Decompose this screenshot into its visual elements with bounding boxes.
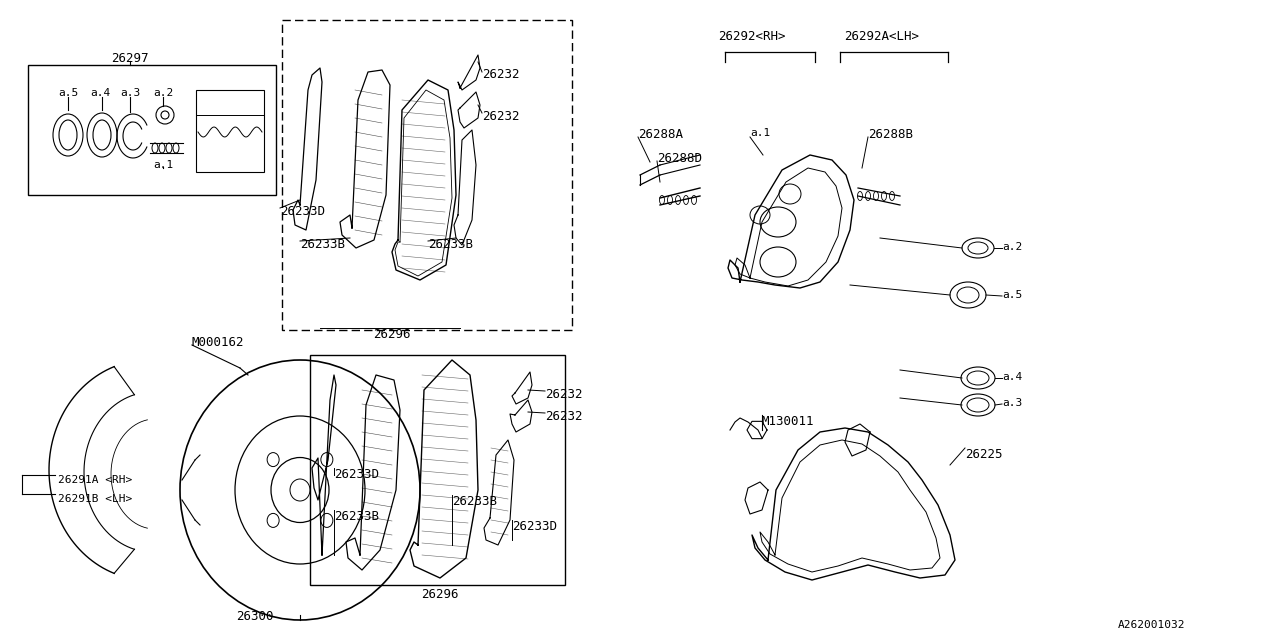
Text: 26232: 26232 [483, 110, 520, 123]
Text: a.1: a.1 [750, 128, 771, 138]
Text: 26233B: 26233B [428, 238, 474, 251]
Text: a.5: a.5 [1002, 290, 1023, 300]
Text: a.4: a.4 [90, 88, 110, 98]
Text: 26297: 26297 [111, 52, 148, 65]
Text: 26292A<LH>: 26292A<LH> [845, 30, 919, 43]
Text: a.5: a.5 [58, 88, 78, 98]
Text: 26225: 26225 [965, 448, 1002, 461]
Bar [196, 90, 264, 172]
Text: a.3: a.3 [1002, 398, 1023, 408]
Text: 26233D: 26233D [280, 205, 325, 218]
Text: 26232: 26232 [545, 410, 582, 423]
Text: A262001032: A262001032 [1117, 620, 1185, 630]
Text: M000162: M000162 [192, 336, 244, 349]
Text: 26232: 26232 [483, 68, 520, 81]
Text: a.1: a.1 [152, 160, 173, 170]
Bar [282, 20, 572, 330]
Bar [28, 65, 276, 195]
Text: 26233B: 26233B [334, 510, 379, 523]
Bar [310, 355, 564, 585]
Text: 26296: 26296 [374, 328, 411, 341]
Text: 26291B <LH>: 26291B <LH> [58, 494, 132, 504]
Text: a.3: a.3 [120, 88, 140, 98]
Text: a.4: a.4 [1002, 372, 1023, 382]
Text: a.2: a.2 [1002, 242, 1023, 252]
Text: 26233B: 26233B [452, 495, 497, 508]
Text: 26232: 26232 [545, 388, 582, 401]
Text: 26288A: 26288A [637, 128, 684, 141]
Text: a.2: a.2 [152, 88, 173, 98]
Text: 26296: 26296 [421, 588, 458, 601]
Text: 26288D: 26288D [657, 152, 701, 165]
Text: M130011: M130011 [762, 415, 814, 428]
Text: 26233D: 26233D [512, 520, 557, 533]
Text: 26233D: 26233D [334, 468, 379, 481]
Text: 26291A <RH>: 26291A <RH> [58, 475, 132, 485]
Text: 26233B: 26233B [300, 238, 346, 251]
Text: 26300: 26300 [237, 610, 274, 623]
Text: 26288B: 26288B [868, 128, 913, 141]
Text: 26292<RH>: 26292<RH> [718, 30, 786, 43]
